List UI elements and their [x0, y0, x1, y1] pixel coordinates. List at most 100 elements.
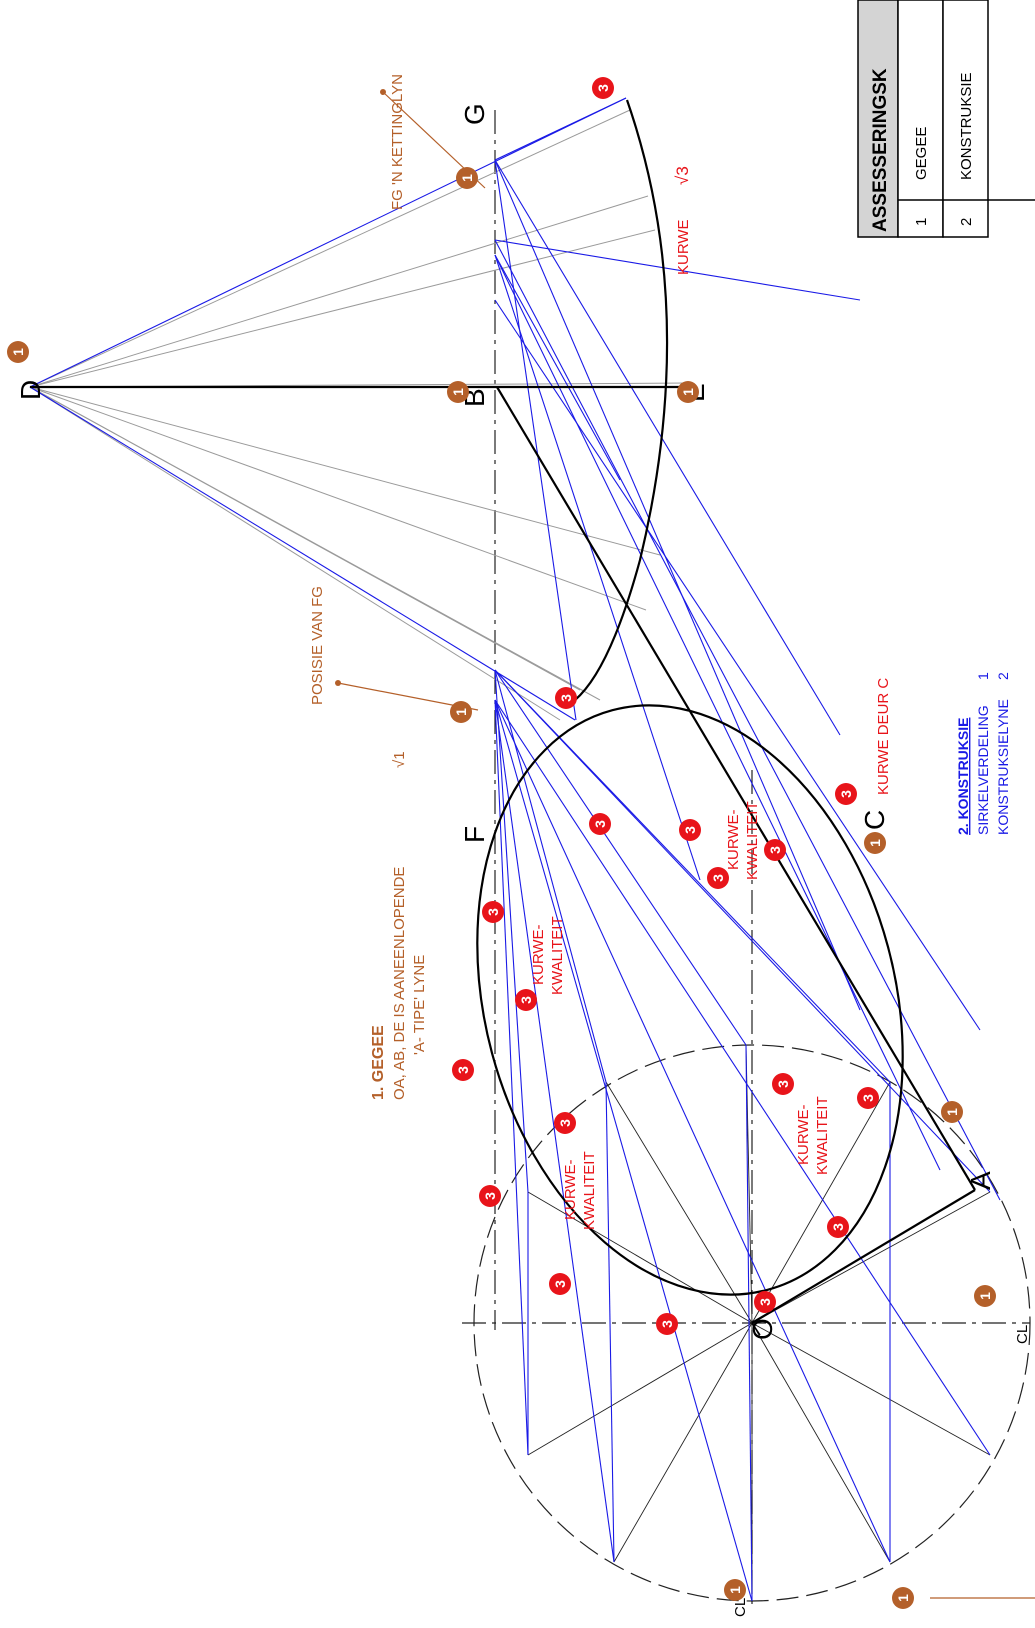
badge-3-e3-text: 3: [485, 908, 501, 916]
label-cl-left: CL: [732, 1598, 749, 1617]
badge-1-a: [941, 1101, 963, 1123]
circle-division-text: SIRKELVERDELING: [975, 705, 991, 835]
badge-3-e3: [482, 901, 504, 923]
badge-3-q1-text: 3: [518, 996, 534, 1004]
badge-1-c: [864, 832, 886, 854]
label-cl-bottom: CL: [1014, 1325, 1031, 1344]
annotation-curve-mark: √3: [673, 166, 692, 185]
badge-3-e5-text: 3: [860, 1094, 876, 1102]
label-o: O: [747, 1318, 778, 1340]
badge-1-b-text: 1: [450, 388, 466, 396]
badge-3-e2: [589, 813, 611, 835]
badge-3-c-text: 3: [838, 790, 854, 798]
badge-1-d-text: 1: [10, 348, 26, 356]
badge-1-e-text: 1: [680, 388, 696, 396]
quality-3a: KURWE-: [562, 1159, 579, 1220]
badge-3-t2-text: 3: [557, 1119, 573, 1127]
main-geometry: [30, 99, 976, 1324]
badge-3-t2: [554, 1112, 576, 1134]
badge-1-cl-left-text: 1: [727, 1586, 743, 1594]
badge-3-o-text: 3: [757, 1298, 773, 1306]
badge-3-e8: [549, 1273, 571, 1295]
circle-division-mark: 1: [975, 672, 991, 680]
curve-arc: [574, 99, 669, 701]
assessment-row1-num: 1: [913, 218, 930, 226]
assessment-table-row1: [897, 0, 944, 238]
line-ab: [496, 386, 976, 1191]
badge-3-o: [754, 1291, 776, 1313]
quality-1a: KURWE-: [530, 924, 547, 985]
annotation-position-fg: POSISIE VAN FG: [309, 586, 326, 705]
given-line1: OA, AB, DE IS AANEENLOPENDE: [391, 867, 408, 1100]
annotation-fg-chain: FG 'N KETTINGLYN: [389, 74, 406, 210]
badge-3-arc-end-text: 3: [558, 694, 574, 702]
label-a: A: [965, 1171, 996, 1190]
badge-3-e9-text: 3: [659, 1320, 675, 1328]
annotation-curve: KURWE: [675, 219, 692, 275]
assessment-table: ASSESSERINGSK 1 GEGEE 2 KONSTRUKSIE: [857, 0, 1035, 238]
quality-4a: KURWE-: [795, 1104, 812, 1165]
badge-3-e2-text: 3: [592, 820, 608, 828]
label-c: C: [859, 810, 890, 830]
badge-3-g-end-text: 3: [595, 84, 611, 92]
centre-o-mark: [751, 1322, 761, 1336]
badge-1-cl-bottom-text: 1: [977, 1292, 993, 1300]
badge-1-given-gegee-text: 1: [895, 1594, 911, 1602]
badge-3-q4-text: 3: [775, 1080, 791, 1088]
badge-1-fg-chain: [456, 167, 478, 189]
badge-3-e6-text: 3: [482, 1192, 498, 1200]
given-heading: 1. GEGEE: [370, 1025, 387, 1100]
badge-3-e4: [764, 839, 786, 861]
badge-3-t1: [452, 1059, 474, 1081]
badge-1-a-text: 1: [944, 1108, 960, 1116]
badge-1-b: [447, 381, 469, 403]
badge-3-e9: [656, 1313, 678, 1335]
badge-3-t1-text: 3: [455, 1066, 471, 1074]
badge-3-q2: [707, 867, 729, 889]
annotation-curve-through-c: KURWE DEUR C: [875, 678, 892, 795]
badge-1-e: [677, 381, 699, 403]
marker-badges: 1 1 1 1 1 1 1 1 1 1 3 3 3 3 3 3 3 3 3 3 3 3 3 3 3 3 3 3: [7, 77, 996, 1609]
badge-1-cl-left: [724, 1579, 746, 1601]
construction-heading: 2. KONSTRUKSIE: [955, 718, 971, 835]
badge-3-arc-end: [555, 687, 577, 709]
quality-3b: KWALITEIT: [581, 1151, 598, 1230]
badge-1-given-gegee: [892, 1587, 914, 1609]
assessment-row2-num: 2: [958, 218, 975, 226]
assessment-table-row2: [942, 0, 989, 238]
badge-1-cl-bottom: [974, 1285, 996, 1307]
label-d: D: [15, 380, 46, 400]
given-line2: 'A- TIPE' LYNE: [411, 955, 428, 1055]
badge-3-e8-text: 3: [552, 1280, 568, 1288]
badge-3-q4: [772, 1073, 794, 1095]
badge-3-e1-text: 3: [682, 826, 698, 834]
quality-2b: KWALITEIT: [744, 801, 761, 880]
badge-3-g-end: [592, 77, 614, 99]
badge-3-e7-text: 3: [830, 1223, 846, 1231]
circle-division-spokes: [527, 1044, 991, 1601]
quality-4b: KWALITEIT: [814, 1096, 831, 1175]
badge-3-q1: [515, 989, 537, 1011]
quality-2a: KURWE-: [725, 809, 742, 870]
label-f: F: [459, 826, 490, 843]
assessment-row2-label: KONSTRUKSIE: [958, 72, 975, 180]
blue-construction-lines: [29, 97, 1001, 1602]
badge-1-c-text: 1: [867, 839, 883, 847]
assessment-row1-label: GEGEE: [913, 127, 930, 180]
label-g: G: [459, 103, 490, 125]
line-oa: [751, 1189, 976, 1324]
badge-3-e4-text: 3: [767, 846, 783, 854]
assessment-table-header: [857, 0, 899, 238]
badge-1-fg-chain-text: 1: [459, 174, 475, 182]
badge-3-e5: [857, 1087, 879, 1109]
badge-3-q2-text: 3: [710, 874, 726, 882]
assessment-table-title: ASSESSERINGSK: [870, 68, 891, 232]
given-mark: √1: [391, 751, 408, 768]
curve-ellipse: [476, 704, 904, 1296]
badge-3-e7: [827, 1216, 849, 1238]
leader-dot-fg-chain: [380, 89, 386, 95]
badge-3-e6: [479, 1185, 501, 1207]
leader-dot-position-fg: [335, 680, 341, 686]
badge-1-position-fg: [450, 701, 472, 723]
